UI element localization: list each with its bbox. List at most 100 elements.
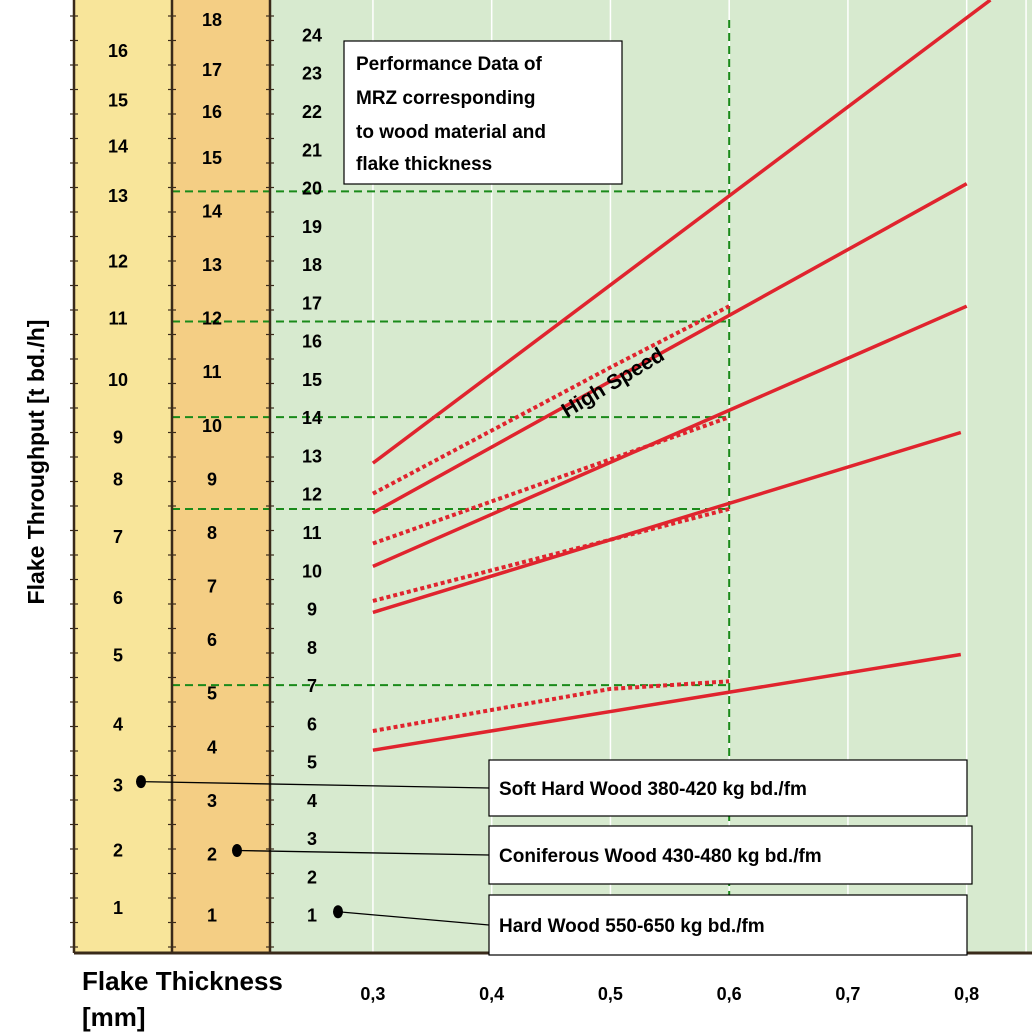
x-tick-label: 0,3 <box>360 984 385 1004</box>
scale-tick-label: 11 <box>108 309 127 329</box>
high-speed-series-line <box>372 507 730 603</box>
scale-tick-label: 10 <box>202 416 222 436</box>
scale-tick-label: 8 <box>207 523 217 543</box>
scale-tick-label: 23 <box>302 64 322 84</box>
y-axis-title: Flake Throughput [t bd./h] <box>23 320 49 605</box>
title-line: MRZ corresponding <box>356 88 535 109</box>
scale-tick-label: 8 <box>307 638 317 658</box>
legend-label: Soft Hard Wood 380-420 kg bd./fm <box>499 779 807 800</box>
reference-lines <box>172 20 731 953</box>
legend-label: Hard Wood 550-650 kg bd./fm <box>499 916 765 937</box>
scale-tick-label: 6 <box>113 588 123 608</box>
scale-tick-label: 1 <box>207 906 217 926</box>
chart-title: Performance Data of MRZ corresponding to… <box>343 40 623 185</box>
scale-tick-label: 18 <box>302 255 322 275</box>
legend-label: Coniferous Wood 430-480 kg bd./fm <box>499 846 822 867</box>
scale-tick-label: 5 <box>207 684 217 704</box>
scale-tick-label: 2 <box>207 844 217 864</box>
scale-tick-label: 3 <box>207 791 217 811</box>
scale-tick-label: 14 <box>108 136 128 156</box>
series-line <box>372 430 962 615</box>
high-speed-series-line <box>372 415 730 546</box>
scale-tick-label: 24 <box>302 25 322 45</box>
scale-tick-label: 5 <box>113 645 123 665</box>
throughput-scales: 1234567891011121314151612345678910111213… <box>108 10 322 926</box>
title-box <box>343 40 623 185</box>
scale-tick-label: 9 <box>113 427 123 447</box>
scale-tick-label: 12 <box>302 485 322 505</box>
legend-marker-dot <box>232 843 242 857</box>
scale-tick-label: 13 <box>302 446 322 466</box>
scale-tick-label: 16 <box>108 41 128 61</box>
scale-tick-label: 9 <box>207 469 217 489</box>
scale-tick-label: 11 <box>302 523 321 543</box>
scale-tick-label: 4 <box>307 791 317 811</box>
scale-tick-label: 16 <box>202 102 222 122</box>
title-line: Performance Data of <box>356 54 543 75</box>
series-lines <box>371 0 992 752</box>
scale-tick-label: 12 <box>108 251 128 271</box>
scale-tick-label: 4 <box>113 714 123 734</box>
scale-tick-label: 1 <box>113 898 123 918</box>
scale-tick-label: 2 <box>307 867 317 887</box>
scale-tick-label: 15 <box>108 91 128 111</box>
legend-box <box>488 759 968 817</box>
scale-tick-label: 3 <box>307 829 317 849</box>
scale-tick-label: 13 <box>202 255 222 275</box>
legend-marker-dot <box>333 905 343 919</box>
scale-tick-label: 8 <box>113 469 123 489</box>
scale-tick-label: 15 <box>202 148 222 168</box>
x-axis-ticks: 0,3 0,4 0,5 0,6 0,7 0,8 <box>360 984 979 1004</box>
scale-tick-label: 4 <box>207 737 217 757</box>
legend-leader-line <box>337 911 490 926</box>
scale-tick-label: 7 <box>307 676 317 696</box>
high-speed-series-line <box>372 679 730 733</box>
title-line: to wood material and <box>356 122 546 143</box>
title-line: flake thickness <box>356 154 492 175</box>
scale-tick-label: 3 <box>113 776 123 796</box>
series-line <box>372 652 962 752</box>
scale-tick-label: 17 <box>302 293 322 313</box>
scale-column-bg <box>74 0 172 953</box>
scale-tick-label: 1 <box>307 906 317 926</box>
scale-tick-label: 10 <box>302 561 322 581</box>
scale-tick-label: 22 <box>302 102 322 122</box>
x-tick-label: 0,5 <box>598 984 623 1004</box>
x-tick-label: 0,8 <box>954 984 979 1004</box>
scale-tick-label: 14 <box>302 408 322 428</box>
scale-tick-label: 17 <box>202 60 222 80</box>
scale-tick-label: 11 <box>202 362 221 382</box>
scale-tick-label: 14 <box>202 202 222 222</box>
scale-tick-label: 12 <box>202 309 222 329</box>
x-tick-label: 0,6 <box>717 984 742 1004</box>
scale-column-bg <box>172 0 270 953</box>
legend: Soft Hard Wood 380-420 kg bd./fm Conifero… <box>136 759 973 956</box>
x-tick-label: 0,7 <box>835 984 860 1004</box>
x-axis-title: [mm] <box>82 1002 146 1032</box>
scale-tick-label: 16 <box>302 332 322 352</box>
scale-tick-label: 13 <box>108 186 128 206</box>
scale-tick-label: 21 <box>302 140 322 160</box>
legend-leader-line <box>236 849 490 856</box>
scale-tick-label: 2 <box>113 841 123 861</box>
scale-tick-label: 9 <box>307 600 317 620</box>
scale-tick-label: 7 <box>207 577 217 597</box>
series-line <box>372 182 968 515</box>
scale-tick-label: 20 <box>302 179 322 199</box>
scale-tick-label: 15 <box>302 370 322 390</box>
legend-marker-dot <box>136 775 146 789</box>
x-tick-label: 0,4 <box>479 984 504 1004</box>
scale-tick-label: 6 <box>307 714 317 734</box>
x-axis-title: Flake Thickness <box>82 966 283 996</box>
scale-tick-label: 5 <box>307 753 317 773</box>
scale-tick-label: 18 <box>202 10 222 30</box>
series-line <box>371 0 992 465</box>
scale-tick-label: 10 <box>108 370 128 390</box>
legend-box <box>488 894 968 956</box>
legend-box <box>488 825 973 885</box>
scale-tick-label: 7 <box>113 527 123 547</box>
high-speed-series-line <box>371 304 731 496</box>
scale-tick-label: 6 <box>207 630 217 650</box>
scale-tick-label: 19 <box>302 217 322 237</box>
